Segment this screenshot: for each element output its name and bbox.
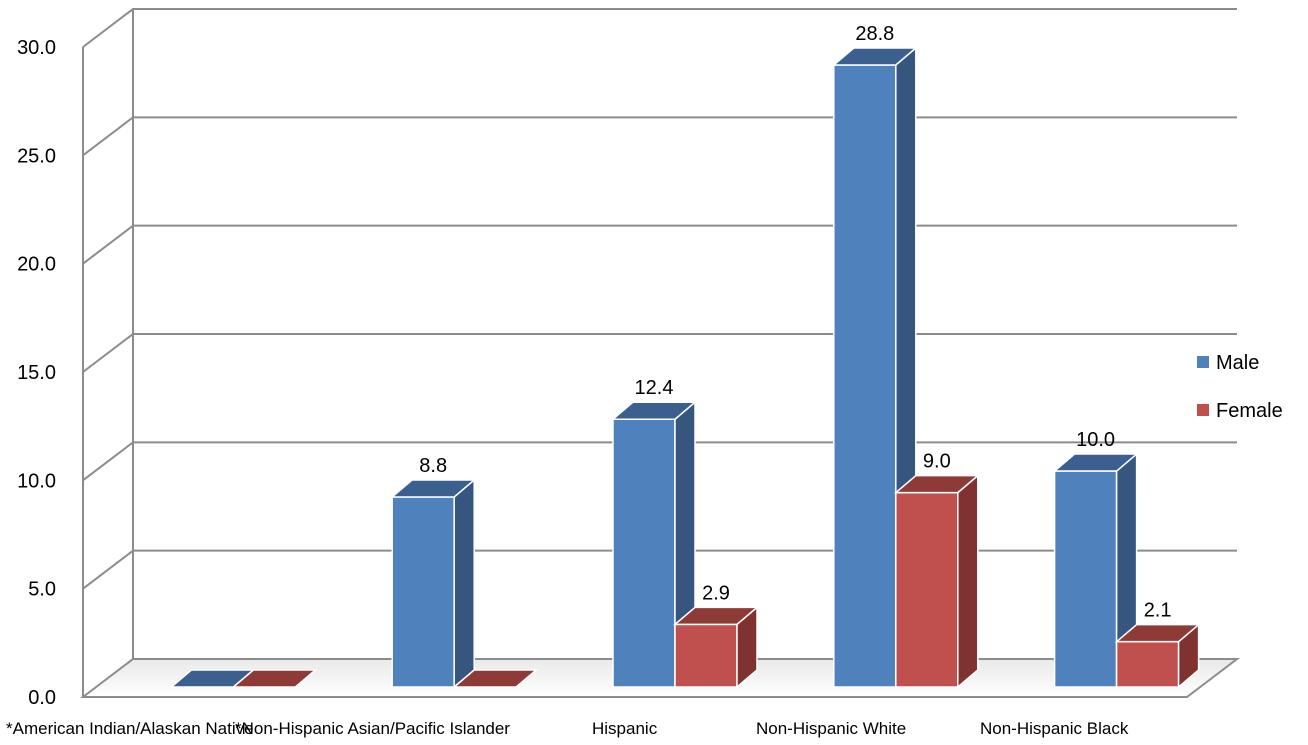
x-category-label: Non-Hispanic White — [756, 719, 906, 738]
y-tick-label: 20.0 — [17, 254, 56, 276]
bar-front — [833, 64, 897, 688]
y-tick-label: 30.0 — [17, 37, 56, 59]
bar-top — [231, 669, 318, 688]
y-tick-label: 5.0 — [28, 579, 56, 601]
bar-series: 8.8 12.4 2.9 28.8 9.0 10.0 2.1 — [169, 23, 1201, 689]
bar-front — [391, 496, 455, 688]
legend-item-male: Male — [1197, 352, 1259, 374]
bar-male-4: 10.0 — [1052, 429, 1139, 689]
bar-side — [453, 478, 475, 689]
bar-female-2: 2.9 — [672, 582, 760, 689]
gridline — [82, 333, 1237, 373]
legend-label: Female — [1216, 400, 1283, 422]
bar-top — [1052, 453, 1139, 472]
x-category-label: *Non-Hispanic Asian/Pacific Islander — [235, 719, 510, 738]
bar-male-2: 12.4 — [610, 377, 698, 689]
bar-top — [610, 401, 698, 420]
bar-front — [1115, 640, 1180, 688]
x-category-label: Hispanic — [592, 719, 658, 738]
data-label: 12.4 — [635, 377, 674, 399]
bar-female-0 — [231, 669, 318, 688]
gridline — [82, 224, 1237, 265]
x-category-label: *American Indian/Alaskan Native — [6, 719, 254, 738]
bar-top — [672, 606, 760, 626]
bar-side — [957, 474, 979, 689]
y-axis-tick-labels: 0.0 5.0 10.0 15.0 20.0 25.0 30.0 — [17, 37, 56, 709]
legend-label: Male — [1216, 352, 1259, 374]
legend-item-female: Female — [1197, 400, 1283, 422]
bar-top — [390, 479, 477, 498]
data-label: 8.8 — [419, 455, 447, 477]
x-category-label: Non-Hispanic Black — [980, 719, 1129, 738]
data-label: 2.1 — [1144, 600, 1172, 622]
bar-female-4: 2.1 — [1114, 600, 1201, 689]
bar-male-1: 8.8 — [390, 455, 477, 689]
bar-top — [831, 47, 918, 66]
legend-swatch — [1197, 404, 1209, 416]
data-label: 28.8 — [855, 23, 894, 45]
bar-top — [1114, 623, 1201, 643]
bar-front — [895, 491, 959, 688]
bar-front — [674, 623, 738, 688]
bar-female-1 — [452, 669, 539, 688]
y-tick-label: 10.0 — [17, 470, 56, 492]
bar-front — [612, 418, 676, 688]
y-tick-label: 25.0 — [17, 145, 56, 167]
x-axis-category-labels: *American Indian/Alaskan Native*Non-Hisp… — [6, 719, 1129, 738]
y-tick-label: 15.0 — [17, 362, 56, 384]
gridline — [82, 8, 1237, 48]
bar-top — [893, 474, 980, 494]
bar-female-3: 9.0 — [893, 451, 980, 689]
bar-front — [1053, 470, 1118, 688]
data-label: 10.0 — [1076, 429, 1115, 451]
y-tick-label: 0.0 — [28, 687, 56, 709]
data-label: 9.0 — [923, 451, 951, 473]
bar-top — [452, 669, 539, 688]
data-label: 2.9 — [702, 582, 730, 604]
legend-swatch — [1197, 356, 1209, 368]
gridline — [82, 116, 1237, 157]
legend: Male Female — [1197, 352, 1283, 422]
